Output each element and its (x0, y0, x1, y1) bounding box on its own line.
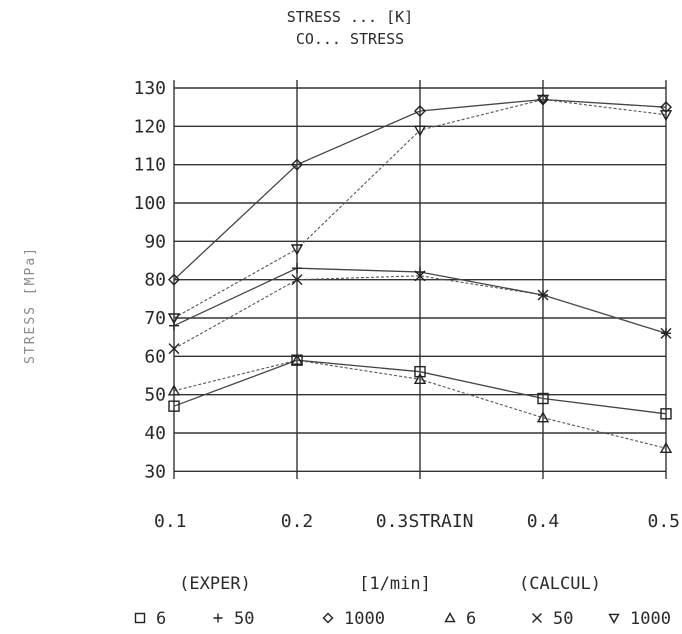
y-tick-label: 40 (144, 423, 166, 444)
y-axis-label: STRESS [MPa] (23, 246, 38, 364)
legend-item: 6 (134, 609, 166, 629)
legend-units-label: [1/min] (359, 574, 431, 594)
y-tick-label: 90 (144, 231, 166, 252)
legend-symbol-plus (213, 613, 223, 623)
legend-item-label: 50 (553, 609, 573, 629)
y-tick-label: 70 (144, 308, 166, 329)
data-point-diamond (291, 158, 303, 171)
data-point-plus (292, 263, 302, 274)
data-point-diamond (168, 273, 180, 286)
data-point-diamond (414, 105, 426, 117)
y-tick-label: 130 (133, 78, 166, 99)
legend-calcul-label: (CALCUL) (519, 574, 601, 594)
data-point-triangle (290, 353, 304, 365)
y-tick-label: 100 (133, 193, 166, 214)
series-line-cross (173, 275, 667, 350)
data-point-cross (537, 289, 549, 301)
data-point-triangle (413, 372, 427, 385)
x-tick-label: 0.1 (154, 511, 187, 532)
series-markers (167, 93, 673, 454)
x-tick-label: 0.4 (527, 511, 560, 532)
legend-item-label: 6 (466, 609, 476, 629)
data-point-triangle (167, 384, 181, 396)
grid (173, 80, 667, 479)
legend-symbol-triangle-down (608, 613, 620, 624)
series-line-diamond (173, 98, 667, 281)
legend-item-label: 1000 (344, 609, 385, 629)
data-point-diamond (660, 101, 672, 114)
x-tick-labels: 0.1 0.2 0.3 0.4 0.5 (154, 511, 680, 532)
data-point-square (414, 365, 426, 378)
legend-item: 1000 (322, 609, 385, 629)
chart-title-line2: CO... STRESS (296, 30, 404, 48)
legend-item-label: 6 (156, 609, 166, 629)
y-tick-label: 60 (144, 346, 166, 367)
legend-symbol-triangle (444, 612, 456, 623)
y-tick-label: 80 (144, 270, 166, 291)
y-tick-label: 50 (144, 385, 166, 406)
y-tick-labels: 30 40 50 60 70 80 90 100 110 120 130 (133, 78, 166, 482)
legend-item: 6 (444, 609, 476, 629)
legend: (EXPER) [1/min] (CALCUL) 6 50 1000 6 50 1000 (134, 574, 671, 629)
y-tick-label: 110 (133, 155, 166, 176)
y-tick-label: 120 (133, 116, 166, 137)
data-point-triangle-down (167, 313, 181, 325)
x-tick-label: 0.5 (647, 511, 680, 532)
y-tick-label: 30 (144, 461, 166, 482)
data-point-triangle-down (536, 94, 550, 106)
data-point-triangle-down (413, 125, 427, 137)
legend-item: 50 (213, 609, 254, 629)
x-axis-label: STRAIN (408, 511, 473, 532)
legend-exper-label: (EXPER) (179, 574, 251, 594)
legend-item: 1000 (608, 609, 671, 629)
series-line-square (173, 359, 667, 415)
data-point-triangle (536, 411, 550, 423)
legend-item: 50 (532, 609, 573, 629)
x-tick-label: 0.2 (281, 511, 314, 532)
data-point-square (168, 400, 180, 412)
legend-item-label: 1000 (630, 609, 671, 629)
data-point-square (537, 392, 549, 405)
legend-symbol-cross (532, 613, 542, 623)
data-point-triangle-down (659, 110, 673, 122)
legend-symbol-diamond (322, 612, 334, 624)
series-lines (173, 98, 667, 449)
legend-symbol-square (134, 612, 146, 624)
series-line-triangle-down (173, 98, 667, 319)
data-point-triangle (659, 441, 673, 454)
data-point-cross (414, 270, 426, 282)
data-point-cross (291, 274, 303, 286)
data-point-cross (168, 343, 180, 355)
data-point-square (660, 408, 672, 420)
data-point-triangle-down (290, 244, 304, 256)
legend-items: 6 50 1000 6 50 1000 (134, 609, 671, 629)
chart-title-line1: STRESS ... [K] (287, 8, 413, 26)
series-line-triangle (173, 359, 667, 449)
x-tick-label: 0.3 (376, 511, 409, 532)
data-point-cross (660, 327, 672, 339)
legend-item-label: 50 (234, 609, 254, 629)
